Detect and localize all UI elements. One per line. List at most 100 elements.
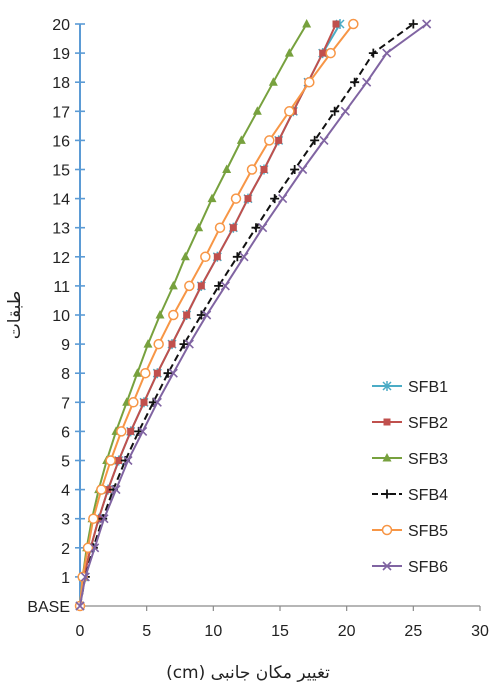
legend-item-sfb2: SFB2 <box>372 415 448 432</box>
data-point <box>236 135 246 144</box>
data-point <box>196 310 206 320</box>
y-tick-label: 11 <box>53 279 70 296</box>
data-point <box>90 543 100 553</box>
data-point <box>284 106 295 117</box>
x-axis-title: تغییر مکان جانبی (cm) <box>166 663 330 683</box>
data-point <box>80 572 90 582</box>
data-point <box>220 281 230 291</box>
data-point <box>350 77 360 87</box>
series-sfb6 <box>75 19 432 611</box>
data-point <box>140 398 148 406</box>
data-point <box>111 485 121 495</box>
y-tick-label: 19 <box>52 46 70 63</box>
legend-label: SFB3 <box>408 451 448 468</box>
legend-item-sfb1: SFB1 <box>372 379 448 396</box>
y-tick-label: 2 <box>61 541 70 558</box>
data-point <box>127 427 135 435</box>
data-point <box>278 194 288 204</box>
data-point <box>332 20 340 28</box>
legend-marker <box>382 489 392 499</box>
data-point <box>82 542 94 554</box>
legend-marker <box>381 524 393 536</box>
data-point <box>264 135 275 146</box>
data-point <box>348 18 359 30</box>
data-point <box>222 164 232 173</box>
data-point <box>123 455 133 466</box>
data-point <box>325 47 336 59</box>
data-point <box>153 369 161 377</box>
data-point <box>163 368 173 378</box>
data-point <box>304 76 315 88</box>
series-line-sfb2 <box>79 23 337 607</box>
data-point <box>138 426 148 436</box>
data-point <box>104 486 112 494</box>
data-point <box>251 223 261 233</box>
data-point <box>298 164 308 175</box>
legend-marker <box>382 561 392 571</box>
data-point <box>116 426 127 437</box>
y-axis-title: طبقات <box>5 291 25 339</box>
legend-marker <box>382 453 392 462</box>
y-tick-label: 10 <box>52 308 70 325</box>
data-point <box>275 136 283 144</box>
data-point <box>319 49 327 57</box>
data-point <box>213 253 221 261</box>
legend-marker <box>382 381 392 391</box>
y-tick-label: BASE <box>27 599 70 616</box>
data-point <box>232 252 242 262</box>
data-point <box>143 339 153 348</box>
series-line-sfb3 <box>79 23 308 607</box>
series-layer <box>74 18 432 612</box>
data-point <box>128 397 139 408</box>
data-point <box>75 601 85 611</box>
data-point <box>260 166 268 173</box>
x-tick-label: 20 <box>338 623 356 640</box>
x-tick-label: 30 <box>471 623 489 640</box>
data-point <box>132 368 142 377</box>
legend-label: SFB6 <box>408 559 448 576</box>
data-point <box>330 106 340 116</box>
data-point <box>214 281 224 291</box>
data-point <box>168 340 176 348</box>
data-point <box>202 310 212 320</box>
data-point <box>168 368 178 378</box>
legend-item-sfb5: SFB5 <box>372 523 448 540</box>
data-point <box>270 194 280 204</box>
y-tick-label: 18 <box>52 75 70 92</box>
data-point <box>229 224 237 232</box>
data-point <box>197 282 205 290</box>
series-sfb5 <box>74 18 359 612</box>
data-point <box>252 106 262 115</box>
data-point <box>179 339 189 349</box>
data-point <box>207 193 217 203</box>
series-line-sfb6 <box>79 23 428 607</box>
data-point <box>239 252 249 262</box>
data-point <box>183 311 191 319</box>
data-point <box>184 280 195 292</box>
series-sfb4 <box>75 19 418 611</box>
series-line-sfb1 <box>79 23 341 607</box>
data-point <box>362 77 372 87</box>
data-point <box>99 514 109 524</box>
data-point <box>140 367 151 379</box>
data-point <box>310 135 320 145</box>
data-point <box>115 457 123 464</box>
data-point <box>194 222 204 232</box>
x-tick-label: 5 <box>142 623 151 640</box>
y-tick-label: 20 <box>52 17 70 34</box>
data-point <box>340 106 350 116</box>
data-point <box>290 165 300 174</box>
x-tick-label: 15 <box>271 623 289 640</box>
data-point <box>96 484 107 495</box>
series-sfb1 <box>75 19 345 611</box>
y-tick-label: 8 <box>61 366 70 383</box>
series-line-sfb5 <box>79 23 355 607</box>
data-point <box>246 164 258 175</box>
data-point <box>382 48 392 58</box>
data-point <box>284 48 294 57</box>
x-tick-label: 0 <box>76 623 85 640</box>
x-tick-label: 10 <box>204 623 222 640</box>
y-tick-label: 12 <box>52 250 70 267</box>
data-point <box>214 222 226 233</box>
